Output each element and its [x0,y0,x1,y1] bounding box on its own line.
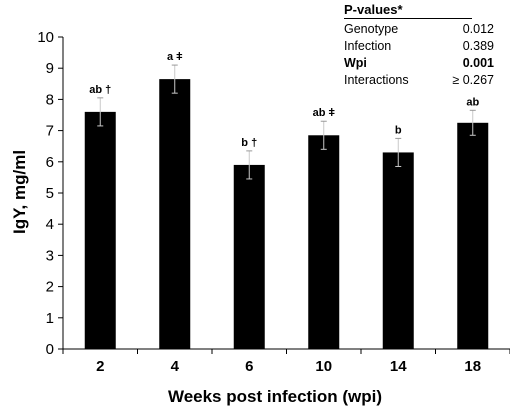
pvalue-row: Infection 0.389 [344,38,494,55]
y-tick-label: 10 [37,29,54,46]
bar-letter-label: b † [241,137,257,149]
bar-letter-label: ab † [89,84,111,96]
y-tick-label: 7 [46,123,54,140]
x-tick-label: 2 [96,358,104,375]
x-tick-label: 4 [171,358,180,375]
y-tick-label: 3 [46,247,54,264]
pvalue-name: Wpi [344,56,367,70]
y-tick-label: 0 [46,341,54,358]
pvalue-row: Interactions ≥ 0.267 [344,72,494,89]
bar-letter-label: ab [466,96,479,108]
pvalues-legend: P-values* Genotype 0.012 Infection 0.389 Wpi… [344,2,504,89]
y-axis: 0 1 2 3 4 5 6 7 8 9 10 [37,29,64,358]
pvalue-value: 0.012 [462,22,494,36]
pvalues-title: P-values* [344,2,472,19]
x-tick-label: 6 [245,358,253,375]
pvalue-name: Interactions [344,73,409,87]
bar [84,111,116,349]
y-tick-label: 2 [46,279,54,296]
pvalue-value: 0.001 [462,56,494,70]
pvalue-value: ≥ 0.267 [452,73,494,87]
y-tick-label: 5 [46,185,54,202]
x-axis-title: Weeks post infection (wpi) [168,387,382,406]
y-axis-title: IgY, mg/ml [10,150,29,234]
bar-letter-label: a ǂ [167,51,183,63]
bar [233,164,265,349]
bar-letter-label: b [395,124,402,136]
bar [382,152,414,349]
bar [308,135,340,349]
x-axis: 2 4 6 10 14 18 [62,348,510,375]
y-tick-label: 1 [46,310,54,327]
y-tick-label: 9 [46,60,54,77]
pvalue-row: Wpi 0.001 [344,55,494,72]
x-tick-label: 10 [315,358,332,375]
pvalue-row: Genotype 0.012 [344,21,494,38]
bars: ab † a ǂ b † ab ǂ b ab [84,51,489,350]
x-tick-label: 18 [464,358,481,375]
bar [159,79,191,350]
bar-letter-label: ab ǂ [313,107,335,119]
y-tick-label: 6 [46,154,54,171]
pvalue-value: 0.389 [462,39,494,53]
y-tick-label: 8 [46,91,54,108]
x-tick-label: 14 [390,358,407,375]
pvalue-name: Genotype [344,22,399,36]
pvalue-name: Infection [344,39,392,53]
bar [457,122,489,349]
pvalues-rows: Genotype 0.012 Infection 0.389 Wpi 0.001 Inter… [344,21,504,89]
y-tick-label: 4 [46,216,54,233]
